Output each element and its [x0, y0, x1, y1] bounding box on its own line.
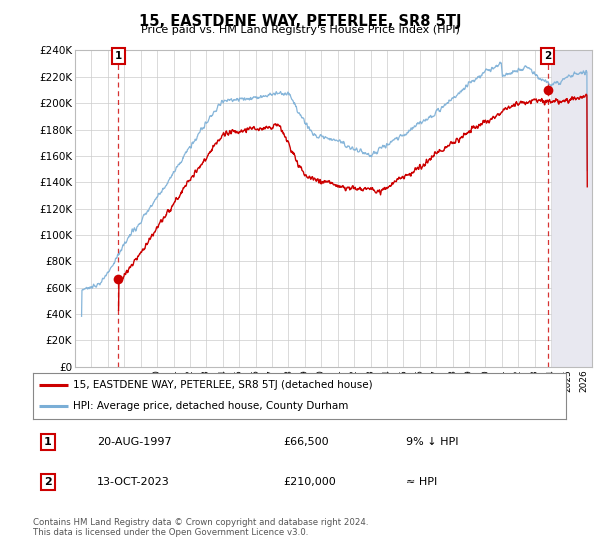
Polygon shape: [553, 50, 592, 367]
Text: £210,000: £210,000: [283, 477, 336, 487]
Text: 20-AUG-1997: 20-AUG-1997: [97, 437, 172, 447]
Text: 9% ↓ HPI: 9% ↓ HPI: [406, 437, 458, 447]
Text: ≈ HPI: ≈ HPI: [406, 477, 437, 487]
Text: 2: 2: [44, 477, 52, 487]
Text: 1: 1: [44, 437, 52, 447]
Text: HPI: Average price, detached house, County Durham: HPI: Average price, detached house, Coun…: [73, 402, 349, 412]
Text: 2: 2: [544, 51, 551, 61]
Text: £66,500: £66,500: [283, 437, 329, 447]
Text: 15, EASTDENE WAY, PETERLEE, SR8 5TJ (detached house): 15, EASTDENE WAY, PETERLEE, SR8 5TJ (det…: [73, 380, 373, 390]
Text: Contains HM Land Registry data © Crown copyright and database right 2024.
This d: Contains HM Land Registry data © Crown c…: [33, 518, 368, 538]
Text: 1: 1: [115, 51, 122, 61]
Text: 13-OCT-2023: 13-OCT-2023: [97, 477, 170, 487]
Text: 15, EASTDENE WAY, PETERLEE, SR8 5TJ: 15, EASTDENE WAY, PETERLEE, SR8 5TJ: [139, 14, 461, 29]
Text: Price paid vs. HM Land Registry's House Price Index (HPI): Price paid vs. HM Land Registry's House …: [140, 25, 460, 35]
Polygon shape: [553, 50, 592, 367]
